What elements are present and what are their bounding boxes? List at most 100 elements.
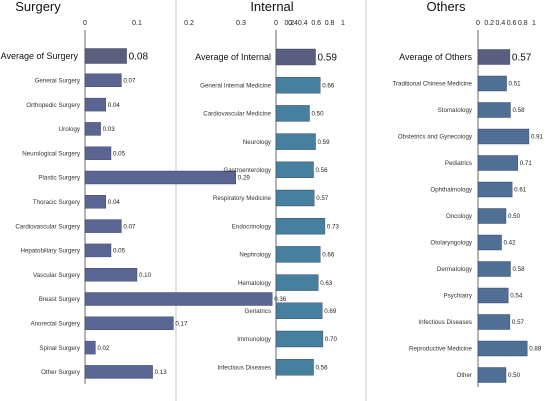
category-label-internal-3: Neurology [243, 139, 272, 146]
bar-surgery-4 [84, 146, 112, 160]
data-label-surgery-1: 0.07 [123, 78, 136, 85]
data-label-others-2: 0.58 [512, 107, 525, 114]
data-label-others-8: 0.58 [512, 266, 525, 273]
bar-others-6 [477, 208, 507, 224]
data-label-others-5: 0.61 [514, 187, 527, 194]
average-label-internal-0: Average of Internal [195, 52, 271, 62]
bar-internal-1 [275, 76, 321, 94]
x-tick-label-others-2: 0.4 [496, 20, 506, 27]
bar-others-1 [477, 75, 507, 92]
bar-others-7 [477, 234, 502, 251]
data-label-surgery-8: 0.05 [113, 248, 126, 255]
category-label-internal-8: Hematology [238, 280, 272, 287]
data-label-surgery-10: 0.36 [274, 296, 287, 303]
category-label-surgery-13: Other Surgery [41, 369, 81, 376]
chart-title-internal: Internal [250, 0, 293, 14]
x-tick-label-internal-4: 0.8 [325, 20, 335, 27]
data-label-internal-4: 0.56 [316, 167, 329, 174]
bar-others-10 [477, 314, 511, 330]
bar-others-2 [477, 102, 511, 118]
bar-internal-3 [275, 133, 316, 150]
category-label-internal-5: Respiratory Medicine [213, 195, 272, 202]
x-tick-label-others-4: 0.8 [518, 20, 528, 27]
category-label-others-2: Stomatology [438, 107, 473, 114]
bar-surgery-1 [84, 73, 122, 88]
category-label-surgery-2: Orthopedic Surgery [26, 102, 81, 109]
bar-internal-11 [275, 359, 314, 376]
data-label-internal-2: 0.50 [312, 111, 325, 118]
data-label-surgery-11: 0.17 [175, 321, 188, 328]
bar-internal-9 [275, 302, 323, 319]
x-tick-label-surgery-1: 0.1 [132, 20, 142, 27]
category-label-internal-4: Gastroenterology [224, 167, 272, 174]
data-label-internal-7: 0.66 [322, 252, 335, 259]
bar-internal-2 [275, 105, 310, 122]
x-tick-label-others-1: 0.2 [484, 20, 494, 27]
category-label-internal-2: Cardiovascular Medicine [203, 111, 271, 118]
data-label-surgery-3: 0.03 [103, 126, 116, 133]
x-tick-label-internal-5: 1 [341, 20, 345, 27]
data-label-others-3: 0.91 [531, 134, 544, 141]
bar-surgery-7 [84, 219, 122, 233]
average-value-surgery-0: 0.08 [129, 52, 149, 63]
bar-surgery-8 [84, 243, 112, 258]
average-label-others-0: Average of Others [399, 52, 472, 62]
category-label-others-1: Traditional Chinese Medicine [392, 81, 472, 88]
category-label-surgery-4: Neurological Surgery [22, 150, 81, 157]
x-tick-label-surgery-2: 0.2 [184, 20, 194, 27]
category-label-internal-10: Immunology [237, 336, 272, 343]
category-label-surgery-5: Plastic Surgery [38, 175, 81, 182]
average-value-others-0: 0.57 [512, 53, 532, 64]
data-label-others-7: 0.42 [504, 240, 517, 247]
data-label-others-4: 0.71 [520, 160, 533, 167]
average-bar-internal-0 [275, 48, 316, 66]
category-label-internal-6: Endocrinology [232, 223, 272, 230]
x-tick-label-surgery-3: 0.3 [236, 20, 246, 27]
data-label-others-12: 0.50 [508, 372, 521, 379]
category-label-others-11: Reproductive Medicine [409, 346, 472, 353]
data-label-others-9: 0.54 [510, 293, 523, 300]
data-label-surgery-6: 0.04 [108, 199, 121, 206]
category-label-others-8: Dermatology [437, 266, 473, 273]
data-label-surgery-2: 0.04 [108, 102, 121, 109]
data-label-internal-5: 0.57 [316, 195, 329, 202]
bar-surgery-12 [84, 340, 96, 355]
bar-surgery-2 [84, 97, 106, 112]
x-tick-label-internal-1: 0.2 [285, 20, 295, 27]
bar-surgery-11 [84, 316, 174, 330]
data-label-others-10: 0.57 [512, 319, 525, 326]
x-tick-label-surgery-4: 0.4 [288, 20, 298, 27]
x-tick-label-internal-3: 0.6 [311, 20, 321, 27]
x-tick-label-others-3: 0.6 [507, 20, 517, 27]
data-label-internal-10: 0.70 [325, 336, 338, 343]
category-label-others-12: Other [457, 372, 472, 379]
data-label-internal-1: 0.66 [322, 82, 335, 89]
bar-internal-8 [275, 274, 319, 291]
average-label-surgery-0: Average of Surgery [1, 51, 79, 61]
bar-surgery-10 [84, 292, 273, 306]
category-label-others-6: Oncology [446, 213, 473, 220]
bar-others-11 [477, 340, 528, 357]
data-label-others-6: 0.50 [508, 213, 521, 220]
category-label-others-5: Ophthalmology [430, 187, 473, 194]
data-label-surgery-12: 0.02 [97, 345, 110, 352]
bar-surgery-5 [84, 170, 237, 185]
bar-others-8 [477, 261, 511, 277]
data-label-others-1: 0.51 [509, 81, 522, 88]
category-label-others-3: Obstetrics and Gynecology [398, 134, 473, 141]
category-label-others-9: Psychiatry [443, 293, 472, 300]
category-label-surgery-8: Hepatobiliary Surgery [21, 248, 81, 255]
bar-others-9 [477, 287, 509, 304]
bar-others-5 [477, 181, 513, 198]
bar-internal-7 [275, 246, 321, 263]
bar-internal-6 [275, 217, 326, 235]
data-label-internal-8: 0.63 [320, 280, 333, 287]
bar-surgery-3 [84, 122, 101, 136]
data-label-internal-6: 0.73 [327, 223, 340, 230]
data-label-surgery-4: 0.05 [113, 150, 126, 157]
category-label-others-10: Infectious Diseases [418, 319, 472, 326]
data-label-others-11: 0.88 [529, 346, 542, 353]
x-tick-label-internal-0: 0 [274, 20, 278, 27]
category-label-surgery-11: Anorectal Surgery [30, 321, 80, 328]
chart-title-surgery: Surgery [15, 0, 61, 14]
